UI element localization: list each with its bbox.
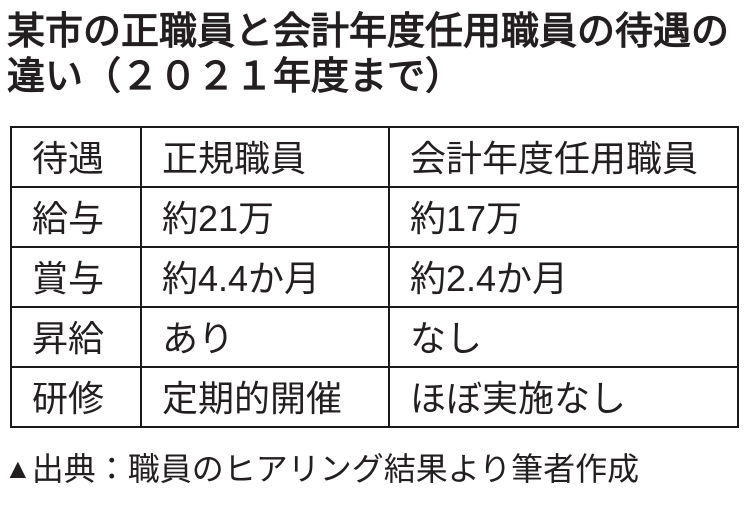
- bonus-regular-value: 約4.4か月: [140, 245, 390, 308]
- header-fiscal-year-staff: 会計年度任用職員: [388, 125, 739, 188]
- row-label-salary: 給与: [10, 185, 142, 248]
- figure-title-line-1: 某市の正職員と会計年度任用職員の待遇の: [7, 11, 730, 53]
- row-label-training: 研修: [10, 365, 142, 428]
- source-caption-text: 出典：職員のヒアリング結果より筆者作成: [31, 450, 640, 487]
- row-label-bonus: 賞与: [10, 245, 142, 308]
- source-caption: ▲出典：職員のヒアリング結果より筆者作成: [0, 428, 747, 488]
- table-row-training: 研修 定期的開催 ほぼ実施なし: [10, 365, 739, 428]
- salary-regular-value: 約21万: [140, 185, 390, 248]
- table-row-raise: 昇給 あり なし: [10, 305, 739, 368]
- figure-title-line-2: 違い（２０２１年度まで）: [7, 55, 464, 98]
- figure-title: 某市の正職員と会計年度任用職員の待遇の 違い（２０２１年度まで）: [0, 0, 747, 100]
- raise-fiscal-value: なし: [388, 305, 739, 368]
- header-treatment: 待遇: [10, 125, 142, 188]
- table-header-row: 待遇 正規職員 会計年度任用職員: [10, 125, 739, 188]
- header-regular-staff: 正規職員: [140, 125, 390, 188]
- salary-fiscal-value: 約17万: [388, 185, 739, 248]
- training-regular-value: 定期的開催: [140, 365, 390, 428]
- treatment-comparison-table: 待遇 正規職員 会計年度任用職員 給与 約21万 約17万 賞与 約4.4か月 …: [10, 125, 739, 428]
- triangle-icon: ▲: [4, 452, 32, 484]
- bonus-fiscal-value: 約2.4か月: [388, 245, 739, 308]
- row-label-raise: 昇給: [10, 305, 142, 368]
- table-row-bonus: 賞与 約4.4か月 約2.4か月: [10, 245, 739, 308]
- training-fiscal-value: ほぼ実施なし: [388, 365, 739, 428]
- raise-regular-value: あり: [140, 305, 390, 368]
- table-row-salary: 給与 約21万 約17万: [10, 185, 739, 248]
